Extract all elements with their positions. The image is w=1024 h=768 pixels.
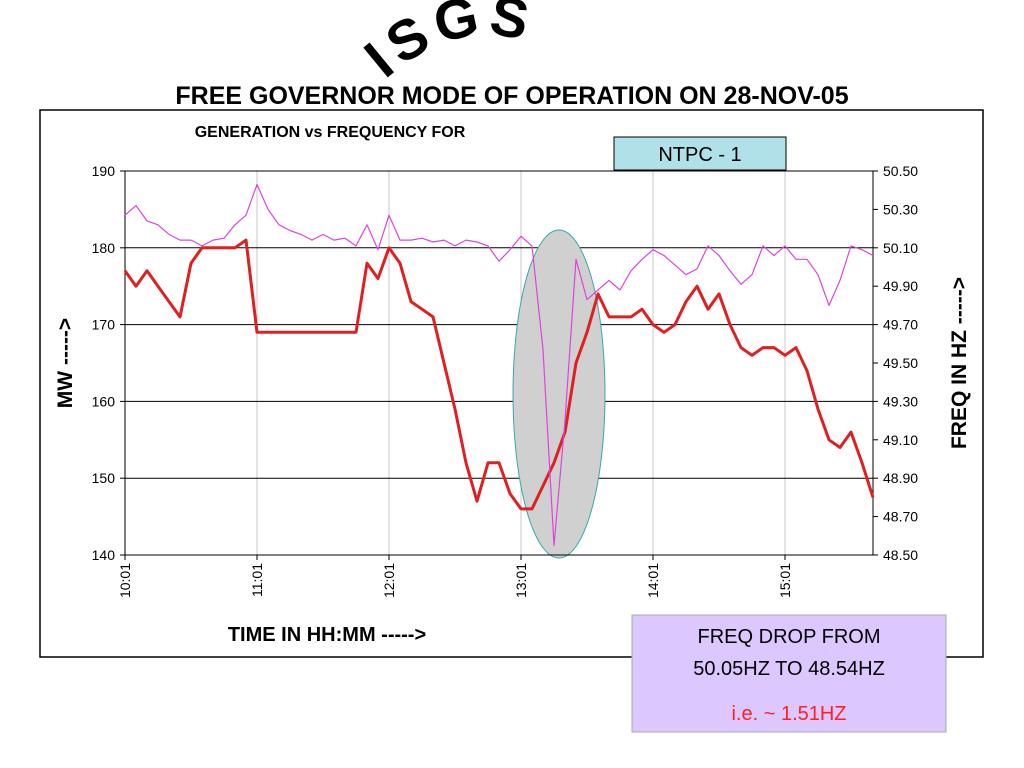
x-tick-label: 12:01 [381,563,397,598]
x-tick-label: 11:01 [249,563,265,597]
y2-tick-label: 49.90 [883,278,918,294]
y-tick-label: 150 [92,470,116,486]
y-tick-label: 160 [92,393,116,409]
x-tick-label: 14:01 [645,563,661,598]
annotation-line: i.e. ~ 1.51HZ [731,703,846,725]
y2-tick-label: 49.30 [883,393,918,409]
y2-tick-label: 50.30 [883,201,918,217]
page-title: FREE GOVERNOR MODE OF OPERATION ON 28-NO… [175,82,848,110]
y2-tick-label: 49.10 [883,432,918,448]
y2-tick-label: 50.10 [883,240,918,256]
series-line [124,183,874,546]
y-tick-label: 140 [92,547,116,563]
y-tick-label: 180 [92,240,116,256]
series-line [123,238,875,511]
y2-tick-label: 49.50 [883,355,918,371]
highlight-ellipse [512,229,606,559]
y2-tick-label: 48.90 [883,470,918,486]
label-box [613,136,787,171]
annotation-line: FREQ DROP FROM [698,626,881,648]
label-box-text: NTPC - 1 [658,144,741,166]
x-tick-label: 13:01 [513,563,529,598]
y-tick-label: 190 [92,163,116,179]
frame [39,109,984,658]
y2-tick-label: 48.50 [883,547,918,563]
x-tick-label: 15:01 [777,563,793,598]
x-axis-label: TIME IN HH:MM -----> [228,624,426,646]
annotation-line: 50.05HZ TO 48.54HZ [693,658,885,680]
annotation-box [631,614,947,733]
y2-tick-label: 49.70 [883,317,918,333]
y2-axis-label: FREQ IN HZ -----> [948,277,971,449]
plot-border [124,170,874,556]
y-axis-label: MW -----> [54,318,77,408]
y2-tick-label: 50.50 [883,163,918,179]
y-tick-label: 170 [92,317,116,333]
y2-tick-label: 48.70 [883,509,918,525]
banner-text: ISGS [353,0,534,89]
banner: ISGS [353,0,540,89]
subtitle: GENERATION vs FREQUENCY FOR [195,124,466,141]
x-tick-label: 10:01 [117,563,133,598]
